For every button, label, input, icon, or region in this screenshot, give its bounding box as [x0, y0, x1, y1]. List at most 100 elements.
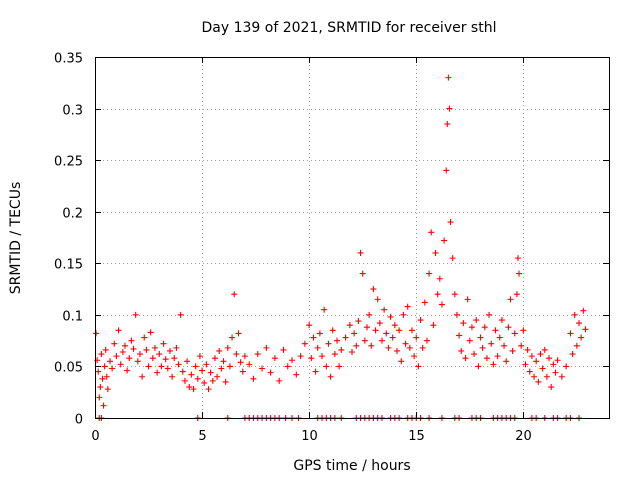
data-point: [203, 361, 210, 368]
data-point: [446, 105, 453, 112]
data-point: [548, 384, 555, 391]
data-point: [308, 355, 315, 362]
data-point: [334, 337, 341, 344]
data-point: [393, 347, 400, 354]
data-point: [569, 351, 576, 358]
x-tick-label: 20: [515, 429, 532, 444]
data-point: [518, 342, 525, 349]
data-point: [368, 342, 375, 349]
data-point: [149, 355, 156, 362]
data-point: [171, 355, 178, 362]
data-point: [188, 371, 195, 378]
data-point: [552, 369, 559, 376]
data-point: [211, 355, 218, 362]
data-point: [306, 322, 313, 329]
data-point: [237, 359, 244, 366]
data-point: [563, 363, 570, 370]
data-point: [229, 334, 236, 341]
data-point: [175, 361, 182, 368]
data-point: [139, 373, 146, 380]
data-point: [451, 291, 458, 298]
data-points: [93, 74, 589, 421]
data-point: [533, 358, 540, 365]
data-point: [160, 340, 167, 347]
data-point: [246, 361, 253, 368]
data-point: [374, 296, 381, 303]
data-point: [162, 356, 169, 363]
data-point: [325, 340, 332, 347]
data-point: [267, 369, 274, 376]
data-point: [222, 378, 229, 385]
data-point: [546, 355, 553, 362]
data-point: [99, 375, 106, 382]
data-point: [353, 342, 360, 349]
data-point: [449, 255, 456, 262]
data-point: [355, 318, 362, 325]
data-point: [276, 377, 283, 384]
data-point: [567, 330, 574, 337]
data-point: [115, 327, 122, 334]
data-point: [554, 357, 561, 364]
x-tick-label: 15: [408, 429, 425, 444]
data-point: [250, 375, 257, 382]
data-point: [402, 340, 409, 347]
data-point: [181, 377, 188, 384]
data-point: [164, 365, 171, 372]
data-point: [513, 291, 520, 298]
data-point: [483, 355, 490, 362]
data-point: [438, 301, 445, 308]
data-point: [535, 378, 542, 385]
data-point: [357, 249, 364, 256]
data-point: [329, 327, 336, 334]
data-point: [514, 255, 521, 262]
data-point: [537, 351, 544, 358]
data-point: [126, 355, 133, 362]
y-axis-label: SRMTID / TECUs: [8, 182, 24, 295]
data-point: [346, 322, 353, 329]
data-point: [385, 344, 392, 351]
data-point: [323, 363, 330, 370]
data-point: [109, 365, 116, 372]
data-point: [507, 296, 514, 303]
data-point: [494, 353, 501, 360]
data-point: [471, 351, 478, 358]
data-point: [423, 337, 430, 344]
data-point: [113, 353, 120, 360]
data-point: [421, 299, 428, 306]
data-point: [408, 327, 415, 334]
data-point: [503, 358, 510, 365]
data-point: [263, 344, 270, 351]
data-point: [327, 373, 334, 380]
data-point: [528, 353, 535, 360]
x-axis-label: GPS time / hours: [293, 458, 410, 474]
data-point: [207, 369, 214, 376]
data-point: [214, 373, 221, 380]
data-point: [218, 365, 225, 372]
data-point: [169, 373, 176, 380]
data-point: [128, 337, 135, 344]
data-point: [124, 367, 131, 374]
data-point: [389, 334, 396, 341]
data-point: [101, 363, 108, 370]
data-point: [539, 365, 546, 372]
data-point: [143, 346, 150, 353]
data-point: [550, 361, 557, 368]
data-point: [111, 340, 118, 347]
data-point: [378, 337, 385, 344]
data-point: [406, 344, 413, 351]
data-point: [119, 348, 126, 355]
data-point: [444, 121, 451, 128]
data-point: [166, 347, 173, 354]
data-point: [580, 307, 587, 314]
data-point: [573, 342, 580, 349]
plot-frame: [95, 57, 610, 419]
data-point: [490, 361, 497, 368]
y-tick-label: 0.2: [62, 207, 83, 222]
data-point: [447, 219, 454, 226]
data-point: [541, 346, 548, 353]
x-tick-label: 10: [301, 429, 318, 444]
data-point: [100, 402, 107, 409]
data-point: [516, 270, 523, 277]
data-point: [121, 342, 128, 349]
